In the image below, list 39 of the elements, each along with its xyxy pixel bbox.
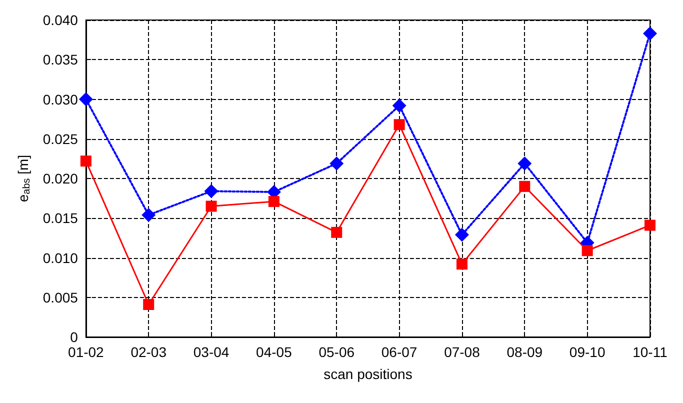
point — [331, 226, 342, 238]
y-tick-label: 0.015 — [42, 210, 78, 226]
point — [454, 228, 469, 242]
point — [644, 220, 656, 231]
x-tick-label: 01-02 — [68, 344, 104, 360]
x-tick-label: 07-08 — [444, 344, 480, 360]
x-tick-label: 05-06 — [318, 344, 355, 360]
point — [204, 184, 218, 198]
point — [143, 299, 154, 310]
point — [582, 245, 593, 256]
x-tick-label: 08-09 — [506, 344, 543, 360]
point — [206, 200, 217, 212]
point — [268, 196, 280, 207]
x-tick-label: 09-10 — [569, 344, 606, 360]
y-axis-title: eabs [m] — [15, 154, 32, 202]
x-tick-label: 06-07 — [381, 344, 418, 360]
point — [392, 98, 406, 113]
y-tick-label: 0.010 — [42, 250, 78, 266]
point — [519, 180, 530, 192]
point — [78, 92, 93, 106]
x-tick-label: 02-03 — [130, 344, 167, 360]
y-tick-label: 0.030 — [42, 91, 78, 108]
y-tick-label: 0.040 — [42, 12, 78, 28]
point — [330, 156, 344, 170]
y-tick-label: 0.020 — [42, 170, 78, 186]
point — [80, 156, 92, 167]
point — [394, 119, 405, 130]
x-tick-label: 04-05 — [256, 344, 292, 360]
point — [518, 156, 532, 170]
point — [643, 26, 657, 40]
x-tick-label: 10-11 — [632, 344, 668, 360]
y-tick-label: 0.025 — [42, 130, 78, 147]
y-tick-label: 0.035 — [42, 52, 78, 68]
point — [456, 258, 468, 270]
y-tick-label: 0.005 — [42, 289, 78, 306]
point — [142, 208, 156, 222]
x-axis-title: scan positions — [324, 366, 412, 382]
y-tick-label: 0 — [70, 329, 78, 345]
x-tick-label: 03-04 — [193, 344, 230, 360]
